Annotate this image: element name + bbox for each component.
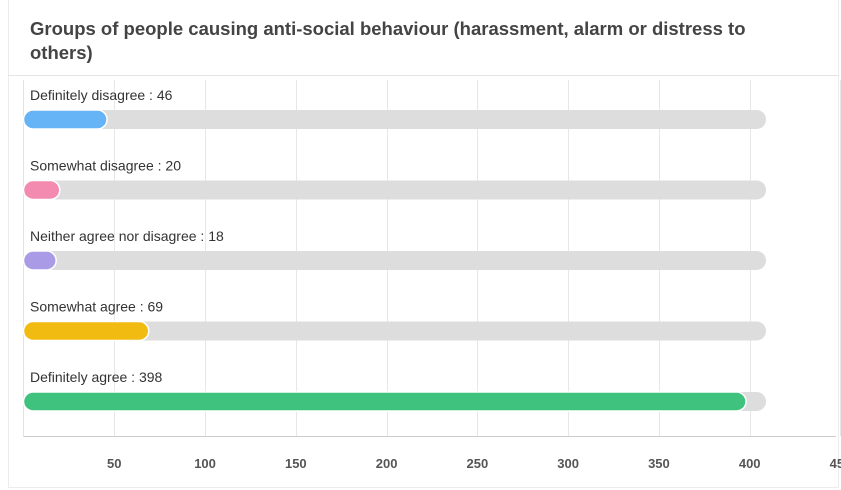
bar-label: Somewhat disagree : 20	[30, 158, 181, 174]
x-axis: 50 100 150 200 250 300 350 400 450	[23, 436, 841, 471]
x-tick-label: 250	[467, 456, 489, 471]
bar-tracks	[23, 110, 767, 411]
x-tick-label: 450	[830, 456, 841, 471]
bar-labels: Definitely disagree : 46 Somewhat disagre…	[30, 87, 224, 385]
x-tick-label: 150	[285, 456, 307, 471]
bar-track	[23, 110, 767, 129]
x-tick-label: 400	[739, 456, 761, 471]
bar-label: Definitely agree : 398	[30, 369, 163, 385]
bar[interactable]	[22, 250, 57, 271]
x-tick-label: 50	[107, 456, 121, 471]
bar-label: Somewhat agree : 69	[30, 299, 163, 315]
bar-label: Definitely disagree : 46	[30, 87, 173, 103]
bar-label: Neither agree nor disagree : 18	[30, 228, 224, 244]
bar[interactable]	[22, 391, 747, 412]
bar[interactable]	[22, 109, 108, 130]
chart-title: Groups of people causing anti-social beh…	[30, 18, 746, 63]
bar-track	[23, 321, 767, 341]
title-divider	[8, 75, 839, 76]
bar-track	[23, 180, 767, 200]
x-tick-label: 100	[194, 456, 216, 471]
x-tick-label: 200	[376, 456, 398, 471]
x-tick-label: 350	[648, 456, 670, 471]
bar[interactable]	[22, 179, 61, 201]
bar-track	[23, 251, 767, 270]
x-tick-label: 300	[557, 456, 579, 471]
bars	[22, 109, 747, 412]
bar[interactable]	[22, 320, 150, 342]
